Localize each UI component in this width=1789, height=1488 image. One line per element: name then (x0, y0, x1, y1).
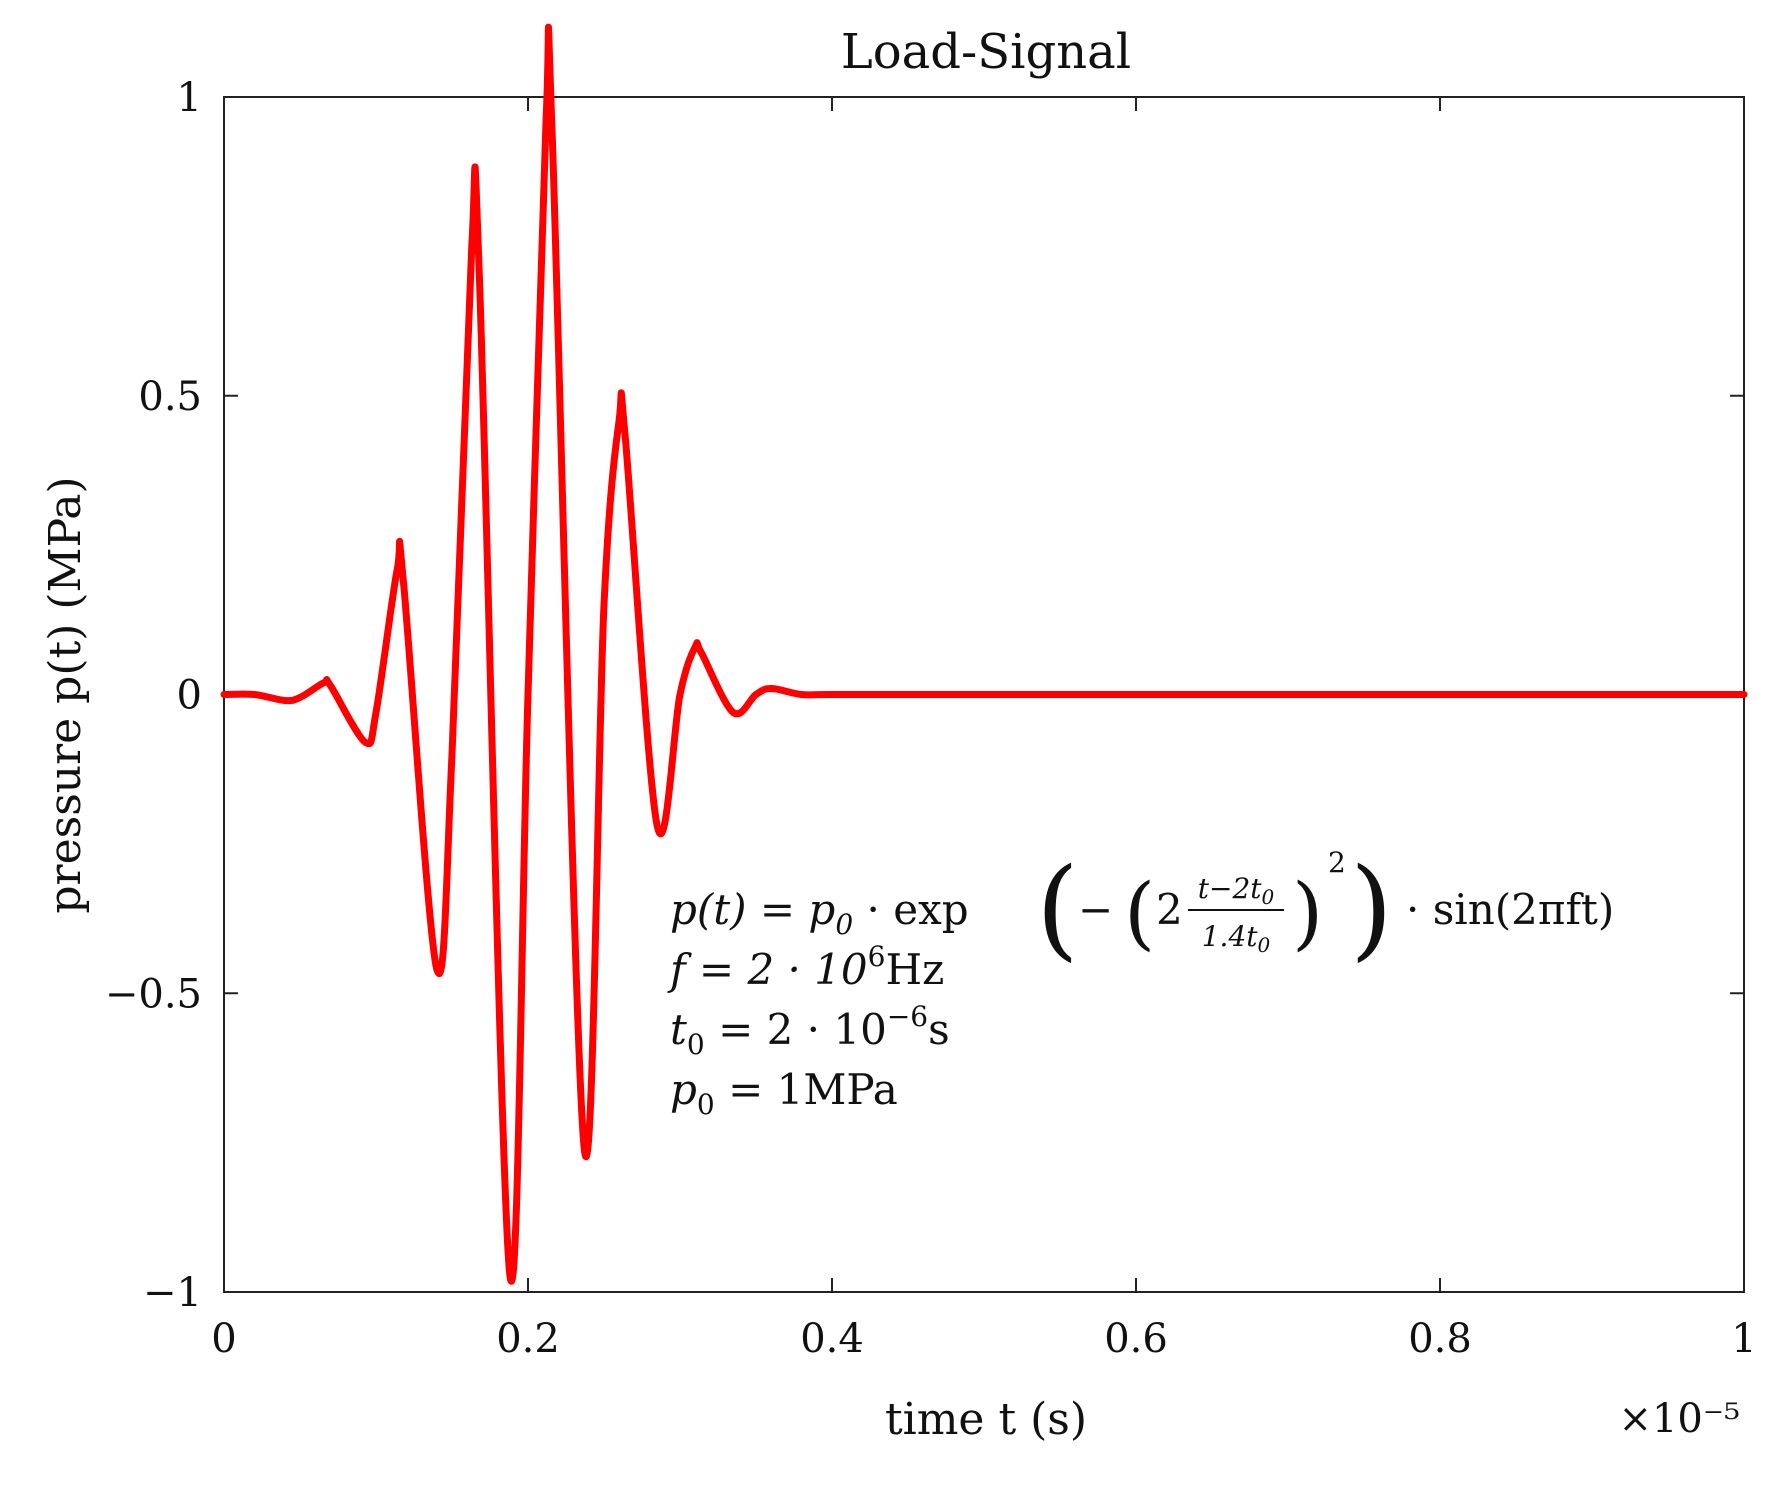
svg-text:p(t) = p0 · exp: p(t) = p0 · exp (670, 885, 969, 941)
x-axis-ticks: 0 0.2 0.4 0.6 0.8 1 (211, 97, 1757, 1362)
y-tick-label-0: −1 (143, 1270, 202, 1316)
formula-line3-exp: −6 (887, 1000, 928, 1033)
x-tick-label-4: 0.8 (1408, 1316, 1472, 1362)
formula-line1-sub: 0 (835, 908, 853, 941)
formula-square-exp: 2 (1328, 846, 1346, 879)
formula-line4-rhs: = 1MPa (715, 1065, 898, 1114)
y-tick-label-4: 1 (177, 75, 202, 121)
y-tick-label-1: −0.5 (105, 971, 202, 1017)
formula-line3-sub: 0 (687, 1028, 705, 1061)
formula-line4-lhs: p (670, 1065, 697, 1114)
x-tick-label-1: 0.2 (496, 1316, 560, 1362)
formula-frac-den: 1.4t (1202, 920, 1259, 953)
load-signal-series-line (220, 23, 1748, 1285)
formula-paren-close-outer: ) (1350, 844, 1393, 972)
formula-frac-num: t−2t (1198, 872, 1263, 905)
formula-line1-mid: · exp (853, 885, 968, 934)
y-axis-ticks: −1 −0.5 0 0.5 1 (105, 75, 1744, 1316)
formula-line3-lhs: t (670, 1005, 687, 1054)
chart-title: Load-Signal (841, 24, 1131, 80)
svg-text:p0 = 1MPa: p0 = 1MPa (670, 1065, 898, 1121)
x-tick-label-0: 0 (211, 1316, 236, 1362)
svg-text:f = 2 · 106Hz: f = 2 · 106Hz (667, 940, 944, 994)
x-axis-multiplier: ×10⁻⁵ (1618, 1396, 1740, 1442)
formula-paren-open-outer: ( (1036, 844, 1079, 972)
formula-line3-mid: = 2 · 10 (705, 1005, 887, 1054)
x-axis-label: time t (s) (885, 1394, 1087, 1445)
formula-line2-unit: Hz (885, 945, 944, 994)
x-tick-label-2: 0.4 (800, 1316, 864, 1362)
formula-inner-minus: − (1078, 885, 1113, 934)
y-tick-label-2: 0 (177, 673, 202, 719)
x-tick-label-3: 0.6 (1104, 1316, 1168, 1362)
svg-text:t0 = 2 · 10−6s: t0 = 2 · 10−6s (670, 1000, 950, 1061)
y-tick-label-3: 0.5 (138, 374, 202, 420)
formula-frac-num-sub: 0 (1262, 885, 1275, 909)
formula-frac-den-sub: 0 (1258, 933, 1271, 957)
formula-line2-exp: 6 (868, 940, 886, 973)
formula-paren-open-inner: ( (1124, 866, 1155, 959)
formula-paren-close-inner: ) (1292, 866, 1323, 959)
formula-two: 2 (1156, 885, 1183, 934)
formula-line1-lhs: p(t) = p (670, 885, 835, 934)
svg-text:t−2t0: t−2t0 (1198, 872, 1275, 909)
y-axis-label: pressure p(t) (MPa) (40, 476, 91, 913)
formula-line1-rhs: · sin(2πft) (1406, 885, 1614, 934)
x-tick-label-5: 1 (1731, 1316, 1756, 1362)
formula-line2: f = 2 · 10 (667, 945, 868, 994)
formula-line3-unit: s (928, 1005, 950, 1054)
formula-annotation: p(t) = p0 · exp ( − ( 2 t−2t0 1.4t0 ) 2 … (667, 844, 1614, 1121)
formula-line4-sub: 0 (697, 1088, 715, 1121)
svg-text:1.4t0: 1.4t0 (1202, 920, 1271, 957)
